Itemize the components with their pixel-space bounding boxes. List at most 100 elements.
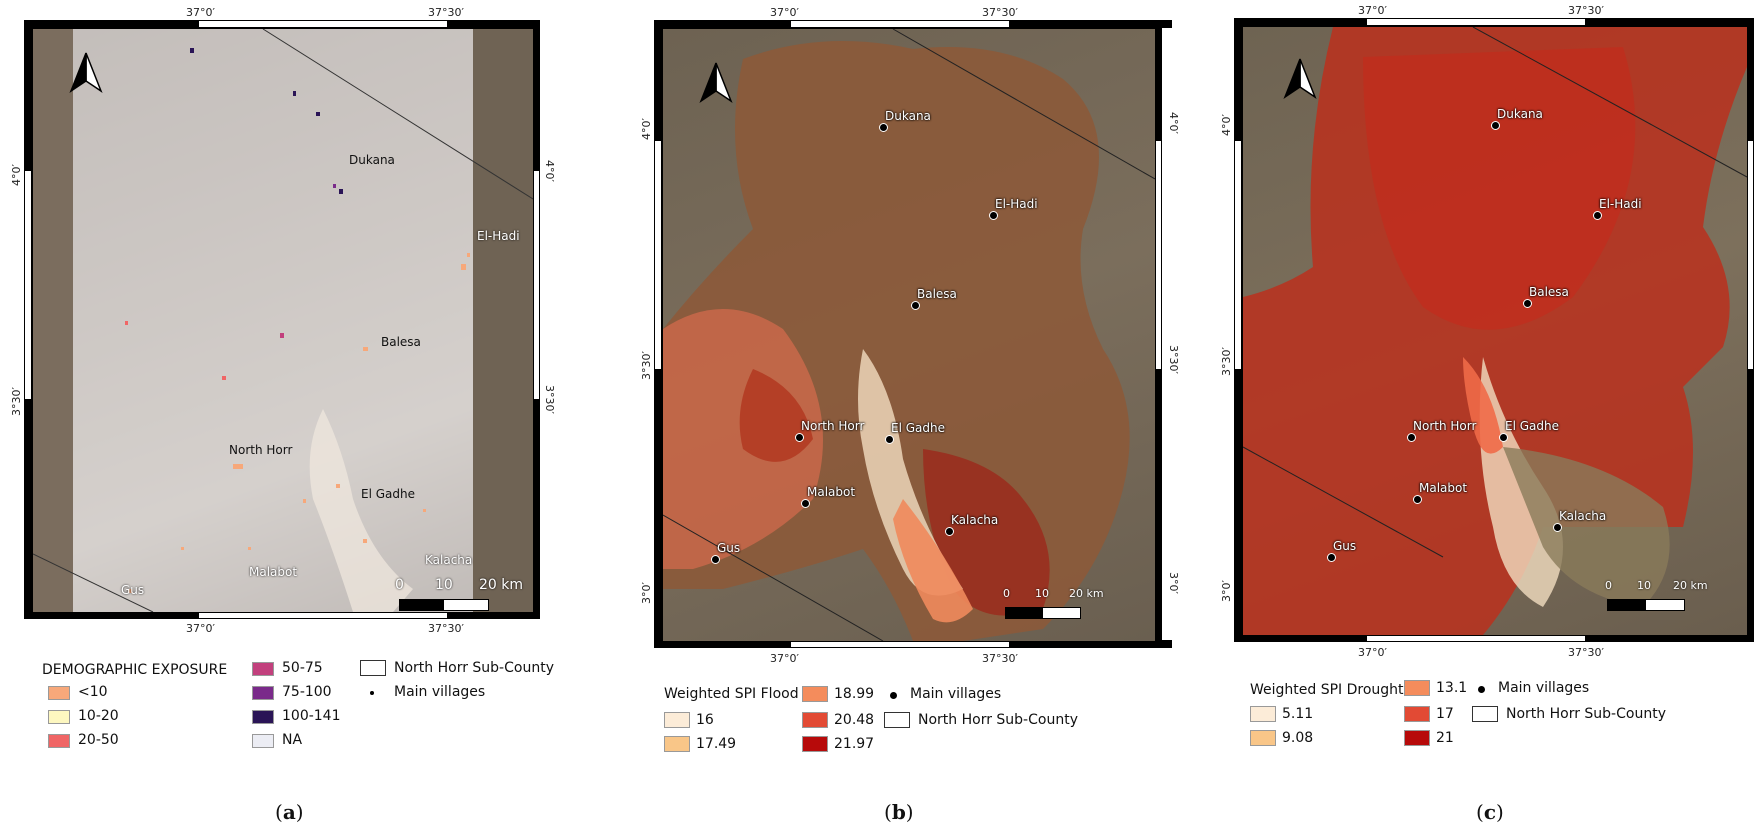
legend-c-swatch-1 (1250, 706, 1276, 722)
village-label-el-hadi: El-Hadi (477, 229, 520, 243)
legend-b-boundary-swatch (884, 712, 910, 728)
legend-a-village-dot (370, 691, 374, 695)
coord-top-2: 37°30′ (428, 6, 464, 19)
legend-c-swatch-4 (1404, 706, 1430, 722)
coord-left-3: 3°0′ (640, 582, 653, 604)
legend-b-label-3: 18.99 (834, 686, 875, 702)
map-c-frame-top-seg (1366, 18, 1586, 26)
village-label-el-hadi: El-Hadi (1599, 197, 1642, 211)
legend-a-label-5: 75-100 (282, 684, 332, 700)
legend-c-label-3: 13.1 (1436, 680, 1468, 696)
village-dot-balesa (911, 301, 920, 310)
village-label-balesa: Balesa (381, 335, 421, 349)
legend-a-label-1: <10 (78, 684, 108, 700)
village-label-gus: Gus (121, 583, 145, 597)
coord-bottom-1: 37°0′ (186, 622, 215, 635)
legend-a-village-label: Main villages (394, 684, 486, 700)
map-a-frame-top-seg (198, 20, 448, 28)
legend-b-village-label: Main villages (910, 686, 1002, 702)
legend-b-village-dot (890, 692, 897, 699)
coord-left-1: 4°0′ (1220, 114, 1233, 136)
coord-top-1: 37°0′ (770, 6, 799, 19)
village-label-balesa: Balesa (1529, 285, 1569, 299)
coord-bottom-2: 37°30′ (1568, 646, 1604, 659)
coord-top-1: 37°0′ (186, 6, 215, 19)
village-label-gus: Gus (1333, 539, 1357, 553)
legend-b-swatch-4 (802, 712, 828, 728)
legend-a-swatch-7 (252, 734, 274, 748)
village-label-malabot: Malabot (249, 565, 298, 579)
north-arrow-icon (1283, 58, 1317, 99)
north-arrow-icon (69, 52, 103, 93)
village-dot-gus (711, 555, 720, 564)
village-dot-el-gadhe (1499, 433, 1508, 442)
legend-c: Weighted SPI Drought 5.11 9.08 13.1 17 2… (1250, 680, 1750, 780)
village-dot-kalacha (1553, 523, 1562, 532)
village-label-kalacha: Kalacha (425, 553, 473, 567)
coord-bottom-2: 37°30′ (428, 622, 464, 635)
legend-c-boundary-swatch (1472, 706, 1498, 722)
panel-label-c: (c) (1476, 800, 1504, 824)
map-b-frame-top-seg (790, 20, 1010, 28)
legend-a: DEMOGRAPHIC EXPOSURE <10 10-20 20-50 50-… (42, 660, 582, 760)
village-dot-balesa (1523, 299, 1532, 308)
scale-label-zero: 0 (1003, 587, 1010, 600)
village-label-dukana: Dukana (349, 153, 395, 167)
coord-bottom-2: 37°30′ (982, 652, 1018, 665)
coord-right-1: 4°0′ (543, 160, 556, 182)
legend-b-title: Weighted SPI Flood (664, 686, 799, 702)
legend-a-swatch-4 (252, 662, 274, 676)
coord-top-2: 37°30′ (1568, 4, 1604, 17)
scalebar (1005, 607, 1081, 619)
legend-b-label-2: 17.49 (696, 736, 737, 752)
village-label-dukana: Dukana (885, 109, 931, 123)
legend-b-label-4: 20.48 (834, 712, 875, 728)
scale-label-mid: 10 (435, 577, 453, 593)
village-label-north-horr: North Horr (1413, 419, 1477, 433)
village-dot-gus (1327, 553, 1336, 562)
panel-label-a-letter: a (282, 800, 296, 824)
scale-label-mid: 10 (1637, 579, 1651, 592)
legend-b: Weighted SPI Flood 16 17.49 18.99 20.48 … (664, 684, 1164, 784)
legend-a-label-7: NA (282, 732, 303, 748)
map-a-canvas (33, 29, 533, 612)
village-label-el-hadi: El-Hadi (995, 197, 1038, 211)
village-dot-dukana (1491, 121, 1500, 130)
village-label-kalacha: Kalacha (951, 513, 999, 527)
legend-a-label-4: 50-75 (282, 660, 323, 676)
coord-left-3: 3°0′ (1220, 580, 1233, 602)
map-a-frame-left-seg (24, 170, 32, 400)
panel-label-b-letter: b (891, 800, 906, 824)
legend-b-label-5: 21.97 (834, 736, 875, 752)
scale-label-end: 20 km (479, 577, 524, 593)
legend-c-label-2: 9.08 (1282, 730, 1314, 746)
legend-c-swatch-5 (1404, 730, 1430, 746)
legend-a-label-6: 100-141 (282, 708, 341, 724)
village-label-el-gadhe: El Gadhe (1505, 419, 1559, 433)
coord-left-2: 3°30′ (1220, 347, 1233, 376)
map-b: Dukana El-Hadi Balesa North Horr El Gadh… (662, 28, 1156, 642)
village-label-balesa: Balesa (917, 287, 957, 301)
legend-a-swatch-1 (48, 686, 70, 700)
map-c-canvas (1243, 27, 1747, 635)
legend-a-label-3: 20-50 (78, 732, 119, 748)
legend-a-label-2: 10-20 (78, 708, 119, 724)
scale-label-end: 20 km (1069, 587, 1104, 600)
panel-c: Dukana El-Hadi Balesa North Horr El Gadh… (1170, 0, 1758, 833)
legend-c-title: Weighted SPI Drought (1250, 682, 1404, 698)
village-dot-kalacha (945, 527, 954, 536)
village-label-north-horr: North Horr (229, 443, 293, 457)
panel-label-b: (b) (884, 800, 914, 824)
village-dot-el-gadhe (885, 435, 894, 444)
coord-left-2: 3°30′ (640, 351, 653, 380)
legend-a-boundary-swatch (360, 660, 386, 676)
map-b-frame-left-seg (654, 140, 662, 370)
village-label-kalacha: Kalacha (1559, 509, 1607, 523)
coord-right-2: 3°30′ (543, 385, 556, 414)
village-dot-el-hadi (1593, 211, 1602, 220)
panel-label-a: (a) (275, 800, 304, 824)
village-label-north-horr: North Horr (801, 419, 865, 433)
coord-left-2: 3°30′ (10, 387, 23, 416)
village-dot-malabot (1413, 495, 1422, 504)
legend-a-swatch-5 (252, 686, 274, 700)
